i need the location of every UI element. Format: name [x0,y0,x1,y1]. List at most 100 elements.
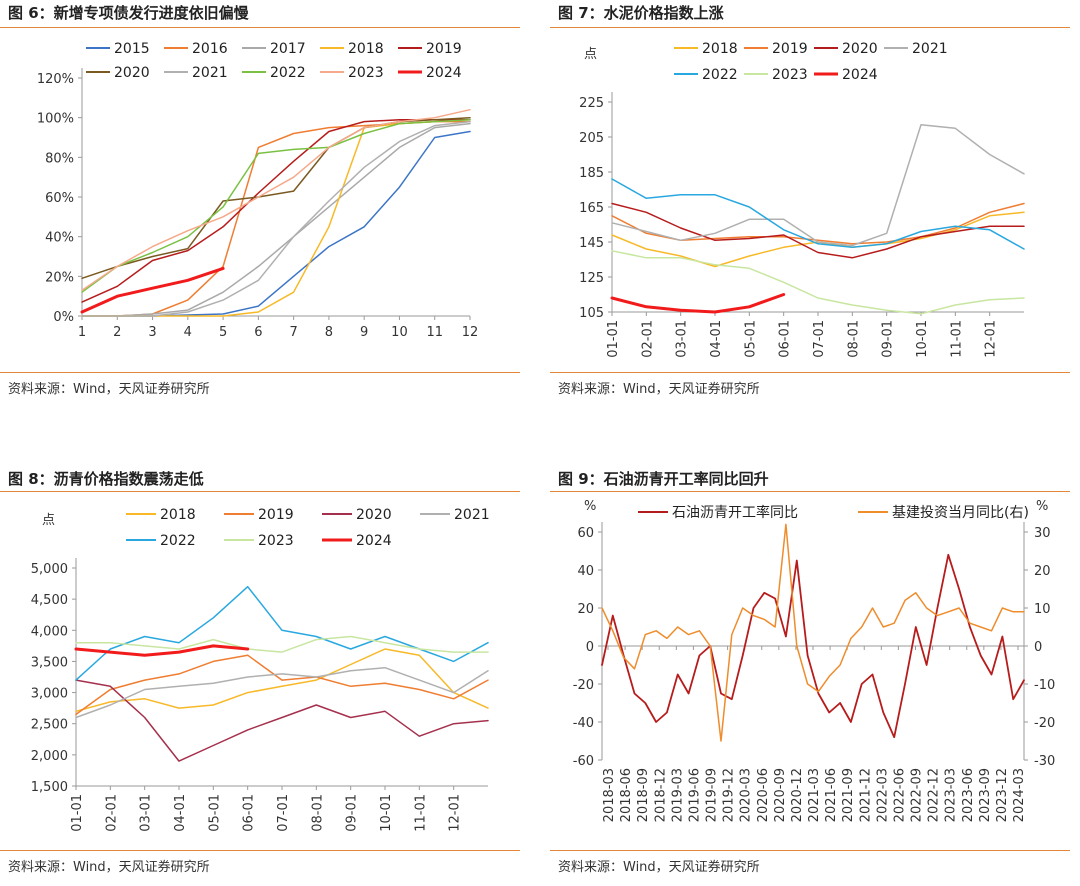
x-tick-label: 2023-03 [944,768,959,822]
x-tick-label: 04-01 [173,794,188,832]
x-tick-label: 01-01 [70,794,85,832]
x-tick-label: 12-01 [448,794,463,832]
x-tick-label: 2022-12 [927,768,942,822]
y-tick-label: 60 [577,526,594,541]
x-tick-label: 05-01 [207,794,222,832]
x-tick-label: 2021-03 [807,768,822,822]
x-tick-label: 03-01 [139,794,154,832]
legend-label: 2024 [356,533,392,549]
x-tick-label: 04-01 [709,320,724,358]
x-tick-label: 2018-03 [602,768,617,822]
legend-label: 2020 [114,65,150,81]
series-line [611,124,1025,247]
x-tick-label: 2019-06 [687,768,702,822]
x-tick-label: 2020-06 [756,768,771,822]
source-note: 资料来源：Wind，天风证券研究所 [8,860,210,875]
y2-tick-label: -20 [1034,716,1055,731]
chart-panel-2: 图 7：水泥价格指数上涨 105 125 145 165 185 205 225 点 01-01… [550,0,1080,420]
x-tick-label: 06-01 [778,320,793,358]
legend-label: 2024 [842,67,878,83]
series-line [81,118,471,293]
series-line [81,118,471,317]
legend-label: 2017 [270,41,306,57]
legend-label: 2018 [348,41,384,57]
legend-label: 2024 [426,65,462,81]
series-line [75,585,489,681]
y-tick-label: -40 [573,716,594,731]
x-tick-label: 09-01 [345,794,360,832]
series-line [75,679,489,762]
series-line [611,178,1025,250]
series-line [75,648,489,713]
legend-label: 2019 [258,507,294,523]
y-tick-label: 145 [579,236,604,251]
footer-rule [0,850,520,851]
y-tick-label: 40 [577,564,594,579]
y-tick-label: 60% [45,191,74,206]
x-tick-label: 2024-03 [1012,768,1027,822]
y-axis-label: 点 [584,47,597,62]
footer-rule [550,850,1070,851]
chart-title: 图 9：石油沥青开工率同比回升 [558,470,769,488]
x-tick-label: 2018-12 [653,768,668,822]
legend-label: 2018 [702,41,738,57]
series-line [75,666,489,719]
x-tick-label: 10 [391,325,408,340]
series-line [81,130,471,317]
title-rule [550,27,1070,28]
legend-label: 石油沥青开工率同比 [672,504,798,521]
x-tick-label: 2021-12 [858,768,873,822]
y-tick-label: 125 [579,271,604,286]
x-tick-label: 2020-09 [773,768,788,822]
title-rule [0,491,520,492]
chart-title: 图 6：新增专项债发行进度依旧偏慢 [8,4,249,22]
chart-title: 图 7：水泥价格指数上涨 [558,4,724,22]
legend-label: 2020 [356,507,392,523]
x-tick-label: 2023-09 [978,768,993,822]
x-tick-label: 8 [325,325,333,340]
x-tick-label: 2022-03 [875,768,890,822]
x-tick-label: 2 [113,325,121,340]
x-tick-label: 12-01 [984,320,999,358]
x-tick-label: 2018-09 [636,768,651,822]
legend-label: 2022 [270,65,306,81]
legend-label: 2023 [258,533,294,549]
y-tick-label: 40% [45,231,74,246]
y2-tick-label: -30 [1034,754,1055,769]
x-tick-label: 02-01 [104,794,119,832]
x-tick-label: 7 [289,325,297,340]
x-tick-label: 09-01 [881,320,896,358]
y2-tick-label: 30 [1034,526,1051,541]
x-tick-label: 1 [78,325,86,340]
y-tick-label: 185 [579,166,604,181]
x-tick-label: 11 [426,325,443,340]
x-tick-label: 2018-06 [619,768,634,822]
series-line [74,644,250,657]
y-tick-label: 165 [579,201,604,216]
x-tick-label: 2021-06 [824,768,839,822]
x-tick-label: 05-01 [743,320,758,358]
y-tick-label: 4,500 [31,593,68,608]
series-line [610,293,786,314]
series-line [611,202,1025,259]
y-tick-label: -60 [573,754,594,769]
y-tick-label: -20 [573,678,594,693]
legend-label: 2021 [192,65,228,81]
legend-label: 2019 [426,41,462,57]
chart-svg-1: 0%20%40%60%80%100%120%1 2 3 4 5 6 7 8 9 10 11 12201… [37,41,478,340]
x-tick-label: 2023-12 [995,768,1010,822]
y-tick-label: 225 [579,96,604,111]
chart-panel-3: 图 8：沥青价格指数震荡走低 1,500 2,000 2,500 3,000 3,500… [0,466,530,886]
chart-svg-4: -60 -40 -20 0 20 40 60 -30 -20 -10 0 10 20 30% % 2018-0… [573,499,1055,822]
source-note: 资料来源：Wind，天风证券研究所 [558,382,760,397]
y-tick-label: 4,000 [31,624,68,639]
chart-svg-3: 1,500 2,000 2,500 3,000 3,500 4,000 4,500 5,000… [31,507,490,832]
y-tick-label: 80% [45,151,74,166]
x-tick-label: 2020-03 [739,768,754,822]
x-tick-label: 2022-09 [910,768,925,822]
y2-tick-label: 10 [1034,602,1051,617]
chart-svg-2: 105 125 145 165 185 205 225 点 01-01 02-01 03-01 04-… [579,41,1025,358]
x-tick-label: 11-01 [413,794,428,832]
series-line [611,202,1025,245]
legend-label: 2016 [192,41,228,57]
